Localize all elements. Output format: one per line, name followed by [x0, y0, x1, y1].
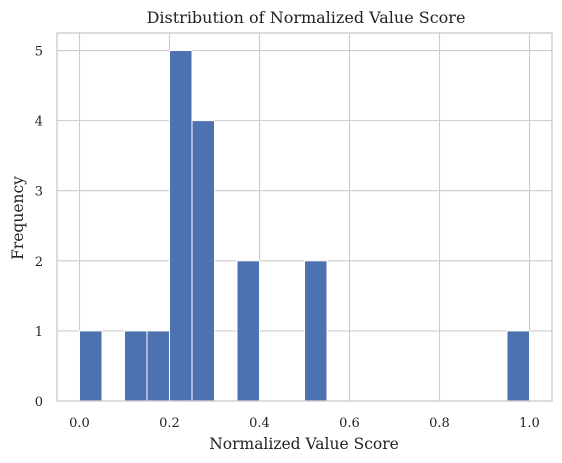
- y-tick-label: 3: [35, 185, 43, 200]
- x-tick-label: 0.6: [339, 416, 360, 431]
- y-tick-label: 0: [35, 395, 43, 410]
- histogram-bar: [236, 260, 260, 402]
- x-axis-ticks: 0.0 0.2 0.4 0.6 0.8 1.0: [69, 416, 540, 431]
- x-axis-label: Normalized Value Score: [209, 435, 399, 453]
- y-tick-label: 2: [35, 255, 43, 270]
- bars: [79, 50, 530, 402]
- y-tick-label: 1: [35, 325, 43, 340]
- x-tick-label: 1.0: [519, 416, 540, 431]
- histogram-bar: [506, 330, 530, 402]
- y-axis-label: Frequency: [9, 176, 27, 260]
- plot-frame: [56, 32, 553, 402]
- chart-title: Distribution of Normalized Value Score: [147, 8, 466, 27]
- histogram-bar: [304, 260, 328, 402]
- histogram-bar: [169, 50, 193, 402]
- x-tick-label: 0.4: [249, 416, 270, 431]
- x-tick-label: 0.2: [159, 416, 180, 431]
- histogram-bar: [146, 330, 170, 402]
- histogram-bar: [79, 330, 103, 402]
- y-axis-ticks: 0 1 2 3 4 5: [35, 45, 43, 410]
- histogram-bar: [124, 330, 148, 402]
- y-tick-label: 4: [35, 115, 43, 130]
- histogram-bar: [191, 120, 215, 402]
- x-tick-label: 0.0: [69, 416, 90, 431]
- y-tick-label: 5: [35, 45, 43, 60]
- x-tick-label: 0.8: [429, 416, 450, 431]
